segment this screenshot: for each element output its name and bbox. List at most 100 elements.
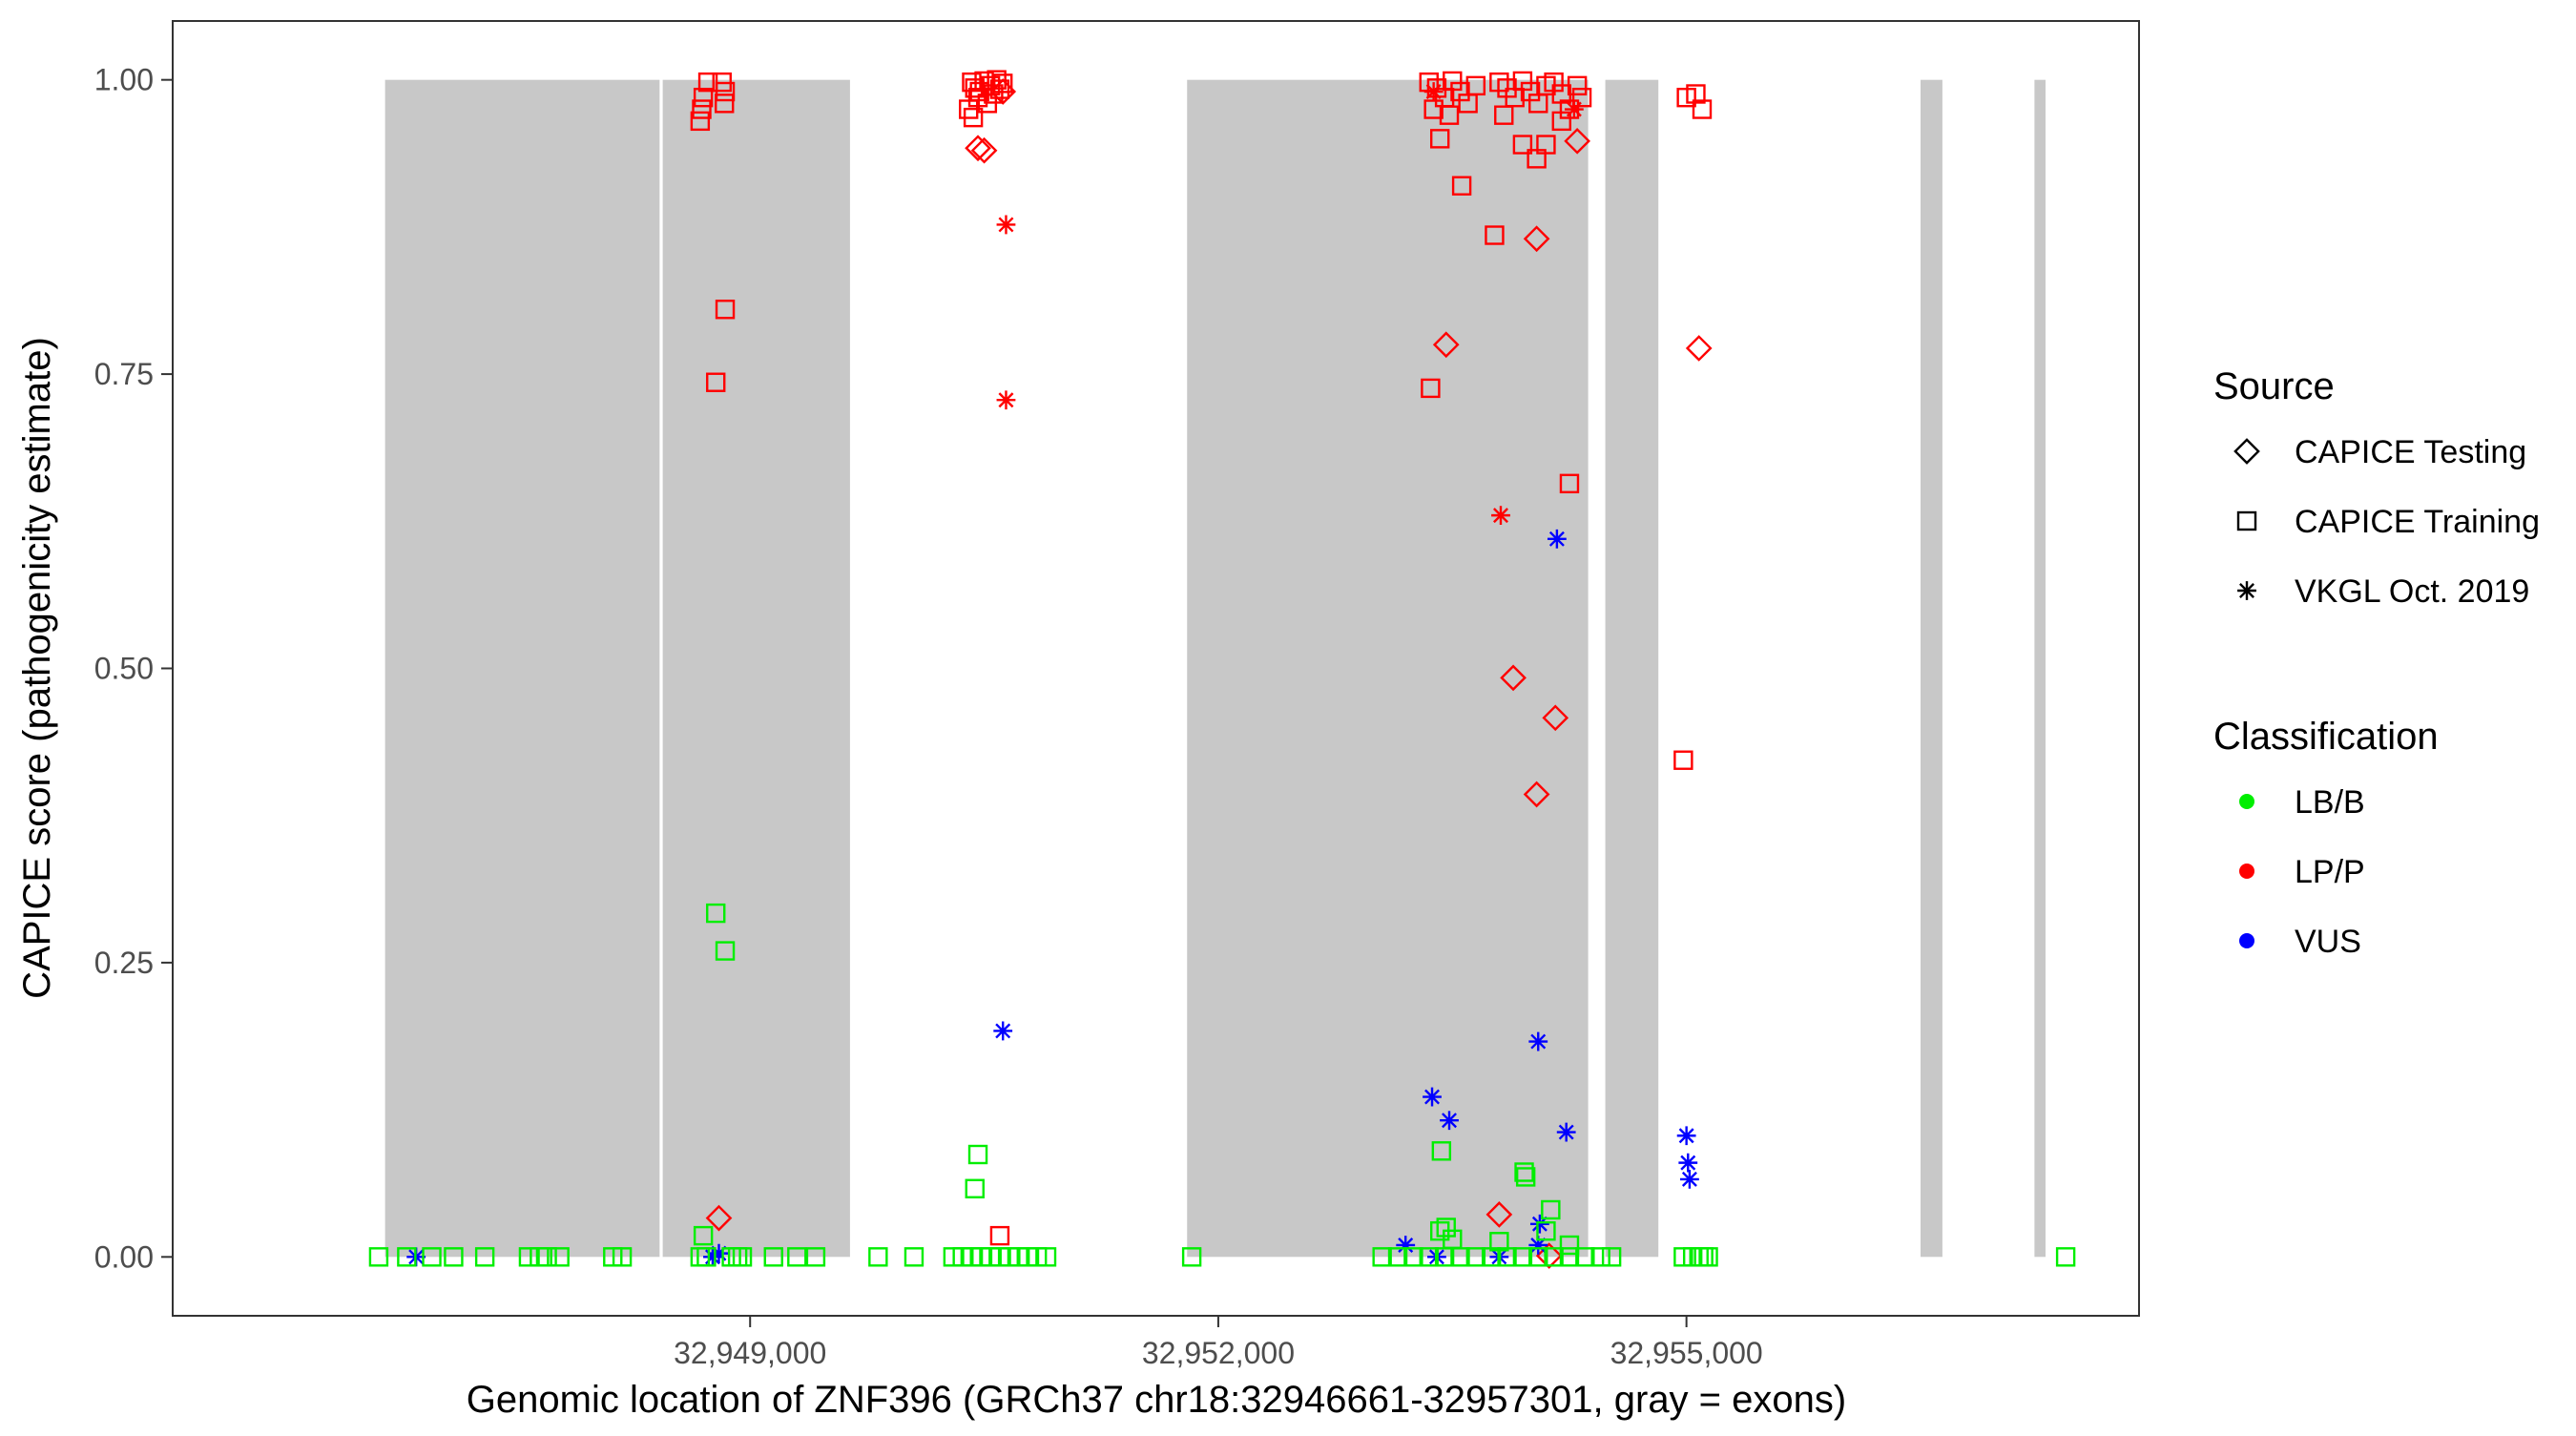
- exon-bar: [2034, 79, 2046, 1258]
- data-point: [1551, 111, 1571, 132]
- data-point: [805, 1247, 826, 1267]
- data-point: [692, 99, 712, 119]
- data-point: [1685, 335, 1713, 362]
- data-point: [715, 81, 736, 102]
- y-tick-label: 0.75: [94, 357, 154, 391]
- legend-source-marker: [2237, 581, 2256, 600]
- data-point: [1423, 82, 1444, 101]
- legend-source-title: Source: [2213, 365, 2335, 407]
- data-point: [550, 1247, 570, 1267]
- data-point: [696, 1247, 717, 1267]
- data-point: [709, 1243, 729, 1263]
- data-point: [1529, 1214, 1549, 1234]
- exon-bar: [1605, 79, 1659, 1258]
- data-point: [1443, 1229, 1463, 1250]
- data-point: [993, 1021, 1013, 1041]
- data-point: [397, 1247, 417, 1267]
- data-point: [1535, 1242, 1563, 1269]
- y-tick-label: 1.00: [94, 63, 154, 97]
- data-point: [715, 941, 736, 961]
- y-tick-label: 0.25: [94, 946, 154, 980]
- data-point: [1567, 75, 1588, 96]
- exon-layer: [384, 79, 2046, 1258]
- data-point: [1431, 1141, 1452, 1161]
- data-point: [904, 1247, 924, 1267]
- legend-source-marker: [2233, 438, 2260, 465]
- data-point: [715, 94, 735, 114]
- data-point: [690, 111, 711, 132]
- data-point: [1512, 1247, 1533, 1267]
- data-point: [1491, 506, 1510, 526]
- data-point: [368, 1247, 389, 1267]
- data-point: [1528, 1236, 1548, 1255]
- data-point: [1559, 1247, 1580, 1267]
- data-point: [1556, 1122, 1576, 1142]
- data-point: [1515, 1167, 1536, 1187]
- data-point: [706, 372, 726, 392]
- data-point: [1698, 1247, 1718, 1267]
- data-point: [965, 1178, 985, 1198]
- data-point: [537, 1247, 557, 1267]
- data-point: [1387, 1247, 1408, 1267]
- data-point: [2055, 1247, 2076, 1267]
- data-point: [1485, 1201, 1513, 1228]
- data-point: [1372, 1247, 1392, 1267]
- data-point: [989, 79, 1010, 99]
- data-point: [970, 136, 998, 164]
- x-tick-label: 32,955,000: [1610, 1336, 1763, 1370]
- data-point: [1465, 75, 1486, 96]
- data-point: [1692, 99, 1713, 119]
- data-point: [1494, 105, 1514, 125]
- data-point: [965, 135, 991, 162]
- data-point: [1575, 1247, 1595, 1267]
- data-point: [1564, 99, 1584, 119]
- data-point: [1432, 331, 1460, 359]
- exon-bar: [1187, 79, 1589, 1258]
- data-point: [1485, 225, 1505, 245]
- y-axis-label: CAPICE score (pathogenicity estimate): [16, 337, 58, 999]
- data-point: [1421, 378, 1441, 399]
- data-point: [1680, 1170, 1699, 1189]
- data-point: [996, 390, 1016, 410]
- data-point: [1536, 135, 1556, 155]
- data-point: [967, 1144, 988, 1165]
- data-point: [1181, 1247, 1202, 1267]
- data-point: [1500, 664, 1527, 692]
- data-point: [963, 107, 984, 128]
- data-point: [1429, 129, 1450, 149]
- data-point: [1451, 176, 1472, 196]
- data-point: [715, 300, 736, 320]
- data-point: [703, 1247, 722, 1267]
- data-point: [1440, 1111, 1459, 1131]
- data-point: [1419, 1247, 1439, 1267]
- legend-class-marker: [2239, 864, 2254, 879]
- data-point: [1542, 704, 1569, 732]
- data-point: [787, 1247, 807, 1267]
- data-point: [1396, 1236, 1416, 1255]
- data-point: [1590, 1247, 1610, 1267]
- legend-class-label: LP/P: [2295, 854, 2365, 890]
- legend-classification-title: Classification: [2213, 716, 2439, 758]
- data-point: [1571, 87, 1592, 108]
- data-point: [1528, 1247, 1548, 1267]
- legend-class-items: LB/B LP/P VUS: [2239, 784, 2365, 960]
- data-point: [1403, 1247, 1423, 1267]
- data-point: [1559, 473, 1580, 494]
- data-point: [1693, 1247, 1714, 1267]
- y-tick-label: 0.00: [94, 1239, 154, 1274]
- data-point: [1686, 84, 1706, 104]
- data-point: [1676, 1126, 1696, 1146]
- data-point: [474, 1247, 495, 1267]
- data-point: [763, 1247, 783, 1267]
- legend-class-label: LB/B: [2295, 784, 2365, 821]
- legend-source-items: CAPICE Testing CAPICE Training VKGL Oct. 2…: [2233, 434, 2540, 610]
- data-point: [1423, 1087, 1442, 1107]
- x-tick-label: 32,949,000: [674, 1336, 826, 1370]
- data-point: [1528, 1031, 1548, 1051]
- exon-bar: [662, 79, 850, 1258]
- axis-layer: 32,949,000 32,952,000 32,955,000 0.00 0.25 0.…: [94, 63, 1763, 1370]
- data-point: [732, 1247, 753, 1267]
- data-point: [1523, 780, 1550, 808]
